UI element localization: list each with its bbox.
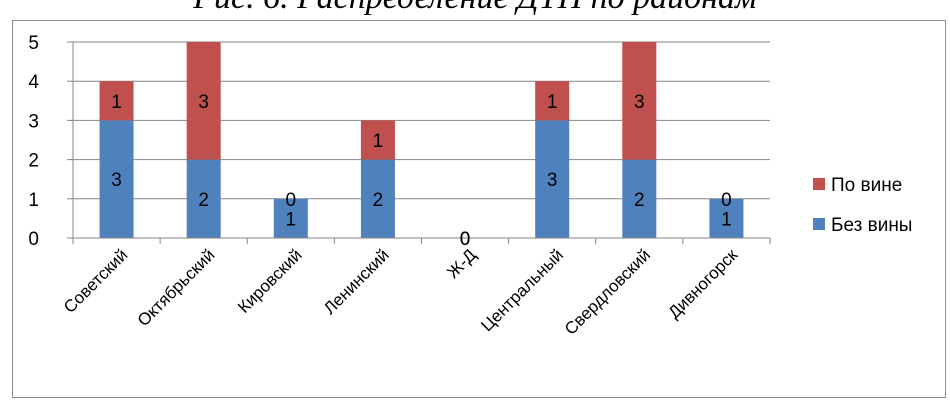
bar-segment (273, 198, 308, 238)
data-label: 0 (721, 190, 732, 211)
bar-segment (360, 159, 395, 238)
y-tick-label: 1 (28, 190, 39, 211)
data-label: 2 (198, 190, 209, 211)
x-category-label: Советский (60, 245, 131, 316)
data-label: 3 (634, 92, 645, 113)
y-tick-label: 5 (28, 33, 39, 54)
y-tick-label: 0 (28, 229, 39, 250)
bar-segment (535, 120, 570, 238)
y-tick-label: 2 (28, 151, 39, 172)
y-tick-label: 4 (28, 72, 39, 93)
data-label: 3 (547, 170, 558, 191)
y-tick-label: 3 (28, 111, 39, 132)
gridlines (73, 41, 770, 200)
legend: По вине Без вины (813, 175, 912, 236)
x-category-label: Ж-Д (443, 245, 480, 282)
chart-area: 0 1 2 3 4 5 Советский Октябрьский Кировский Ленин… (12, 20, 946, 398)
bar-segment (535, 81, 570, 121)
legend-label: По вине (831, 175, 902, 196)
x-category-label: Дивногорск (665, 245, 742, 322)
bars (99, 42, 744, 238)
legend-label: Без вины (831, 215, 912, 236)
bar-segment (186, 42, 221, 160)
data-label: 1 (721, 209, 732, 230)
bar-segment (99, 120, 134, 238)
legend-swatch (813, 178, 825, 190)
x-category-label: Кировский (234, 245, 305, 316)
data-label: 2 (373, 190, 384, 211)
bar-segment (186, 159, 221, 238)
bar-segment (622, 159, 657, 238)
legend-swatch (813, 218, 825, 230)
x-category-label: Октябрьский (134, 245, 219, 330)
bar-segment (99, 81, 134, 121)
data-label: 0 (460, 229, 471, 250)
data-label: 0 (460, 229, 471, 250)
data-label: 3 (111, 170, 122, 191)
data-label: 2 (634, 190, 645, 211)
bar-segment (622, 42, 657, 160)
data-label: 1 (286, 209, 297, 230)
bar-segment (709, 198, 744, 238)
x-category-label: Ленинский (320, 245, 393, 318)
chart-title: Рис. 6. Распределение ДТП по районам (0, 0, 950, 18)
x-category-label: Центральный (477, 245, 567, 335)
x-category-label: Свердловский (561, 245, 654, 338)
data-label: 0 (286, 190, 297, 211)
data-label: 3 (198, 92, 209, 113)
data-label: 1 (547, 92, 558, 113)
data-label: 1 (111, 92, 122, 113)
data-label: 1 (373, 131, 384, 152)
bar-segment (360, 120, 395, 160)
